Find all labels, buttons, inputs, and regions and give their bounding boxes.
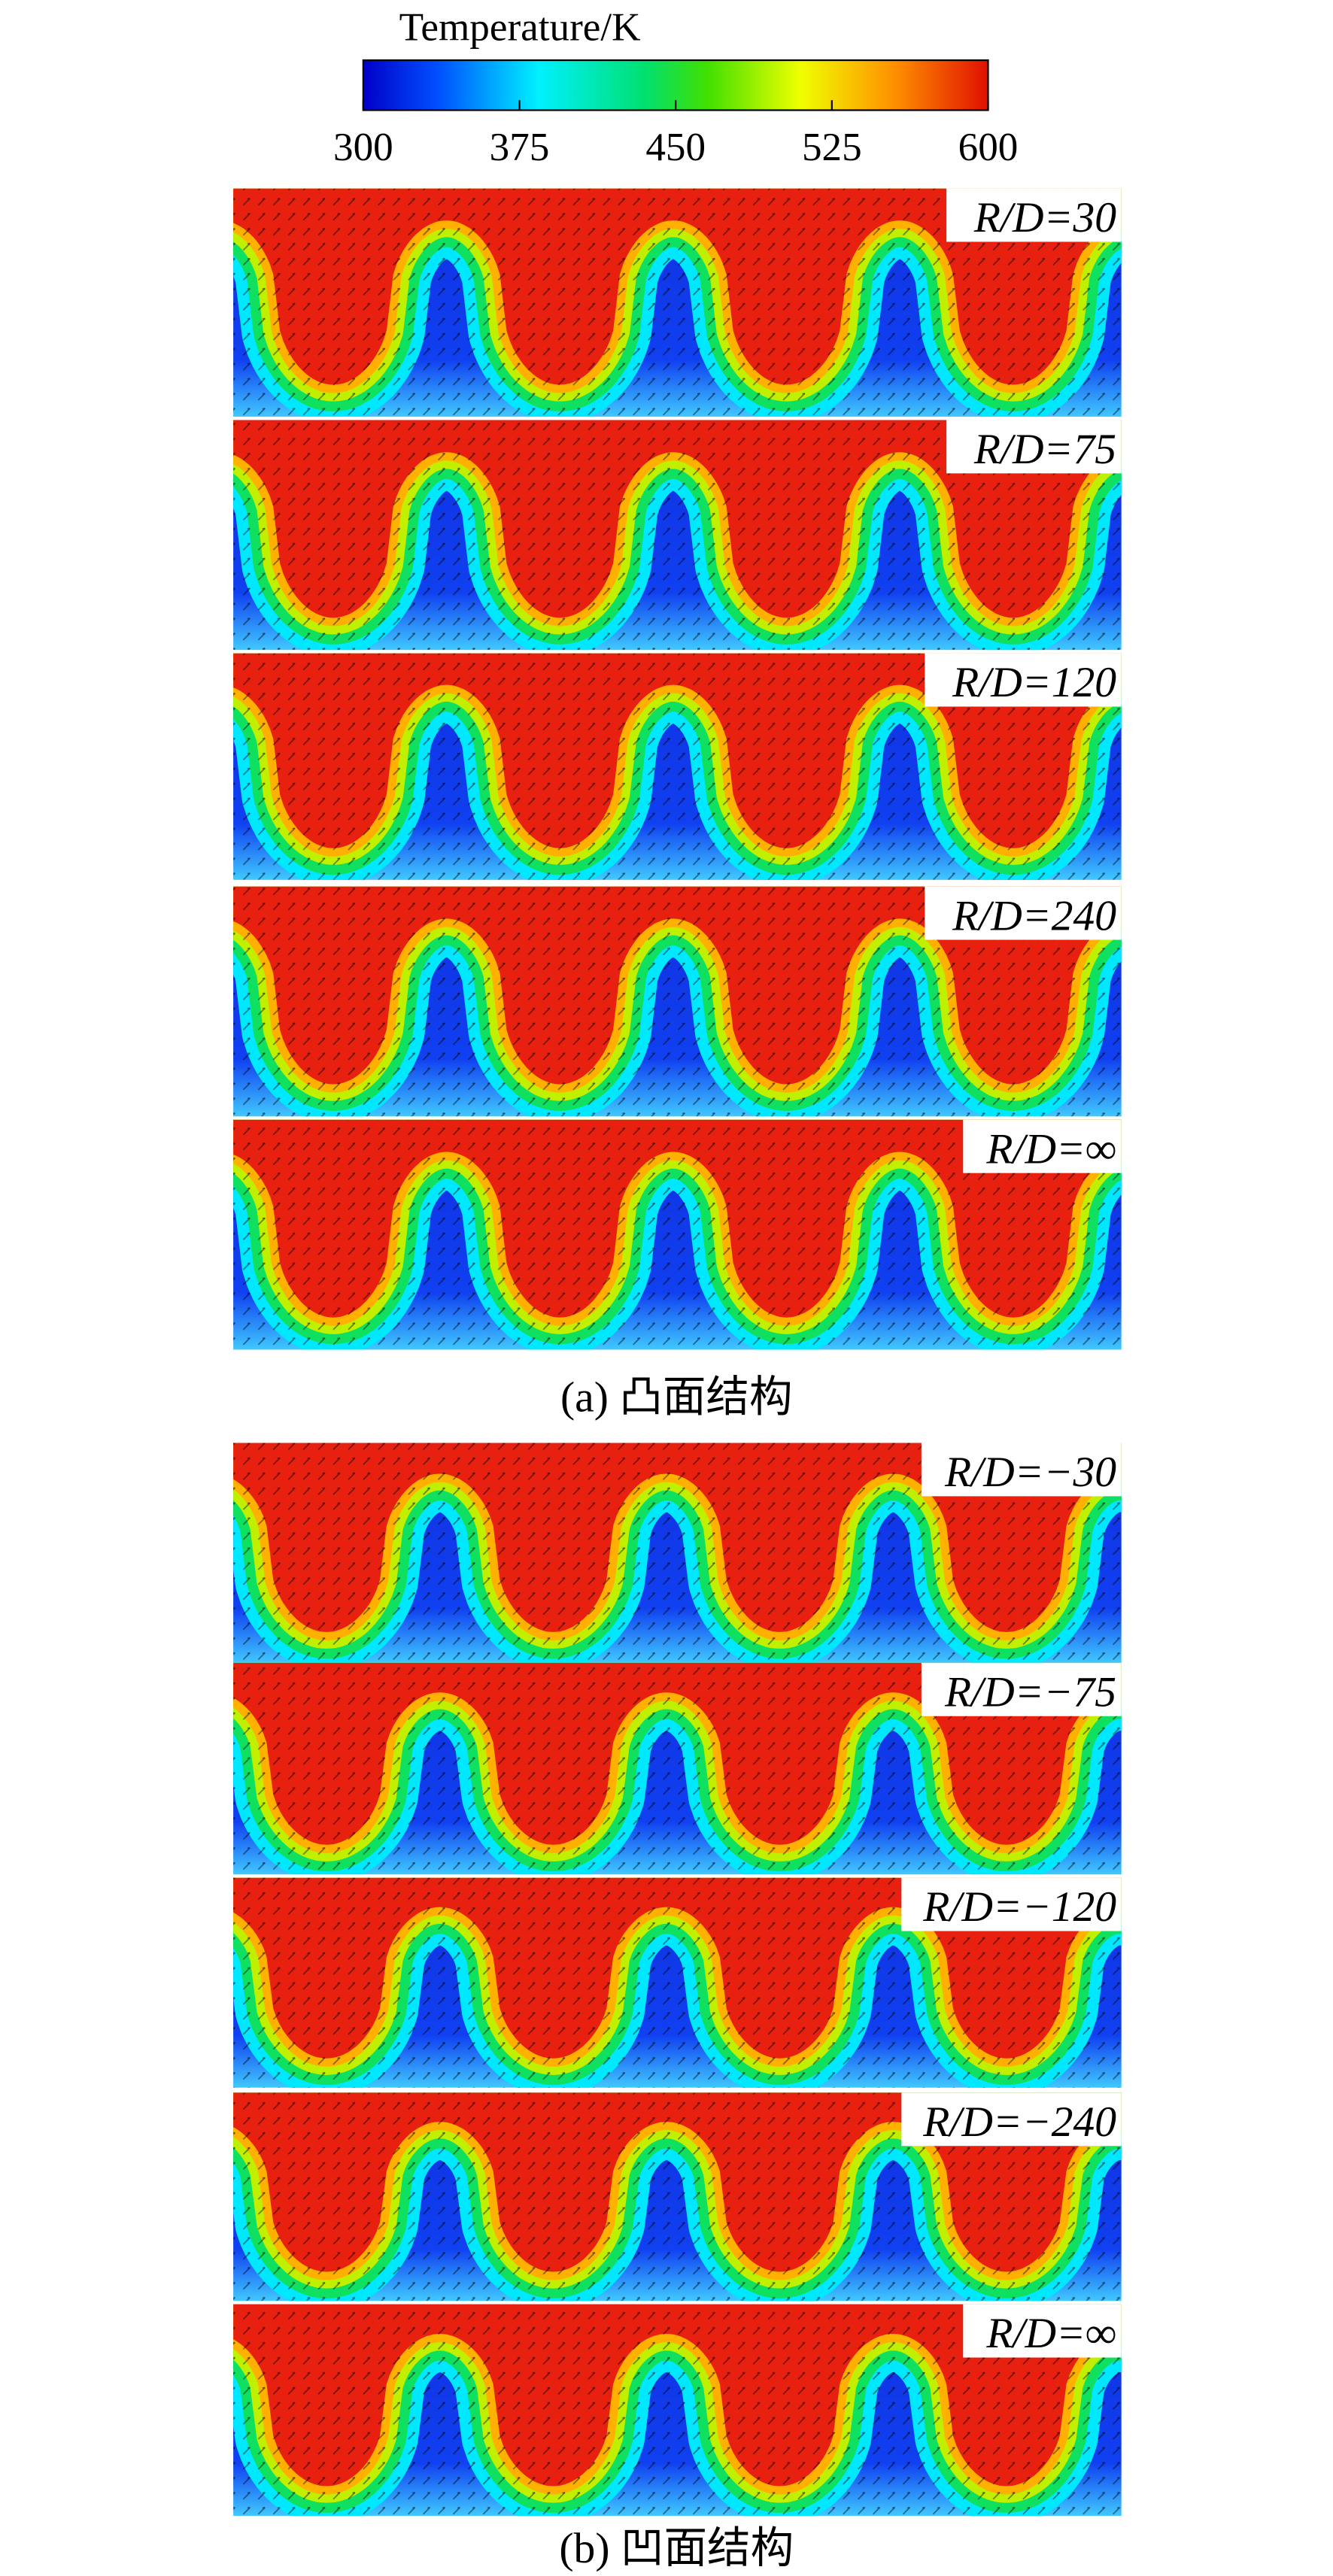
panel-label: R/D=120 <box>952 659 1116 706</box>
colorbar-tick-label: 525 <box>802 126 862 169</box>
panel-label: R/D=30 <box>973 194 1116 241</box>
caption: (b) 凹面结构 <box>559 2525 794 2572</box>
contour <box>233 653 1122 880</box>
panel-label: R/D=240 <box>952 892 1116 939</box>
label-box <box>925 653 1122 707</box>
panel-label: R/D=−75 <box>944 1668 1116 1716</box>
panel-label: R/D=−240 <box>922 2098 1116 2146</box>
label-box <box>946 420 1122 474</box>
label-box <box>963 2304 1122 2358</box>
panel-label: R/D=−120 <box>922 1883 1116 1931</box>
colorbar-tick-label: 450 <box>645 126 706 169</box>
label-box <box>921 1443 1122 1497</box>
label-box <box>921 1662 1122 1716</box>
panel-label: R/D=−30 <box>944 1449 1116 1496</box>
panel-label: R/D=∞ <box>985 2310 1116 2357</box>
contour <box>233 886 1122 1117</box>
label-box <box>963 1119 1122 1173</box>
colorbar-title: Temperature/K <box>399 5 641 49</box>
label-box <box>901 1877 1122 1931</box>
panel-label: R/D=∞ <box>985 1125 1116 1173</box>
label-box <box>925 886 1122 940</box>
colorbar-tick-label: 600 <box>958 126 1019 169</box>
colorbar-tick-label: 300 <box>333 126 393 169</box>
caption: (a) 凸面结构 <box>560 1373 793 1421</box>
label-box <box>946 188 1122 242</box>
colorbar-tick-label: 375 <box>490 126 550 169</box>
panel-label: R/D=75 <box>973 426 1116 473</box>
label-box <box>901 2092 1122 2147</box>
